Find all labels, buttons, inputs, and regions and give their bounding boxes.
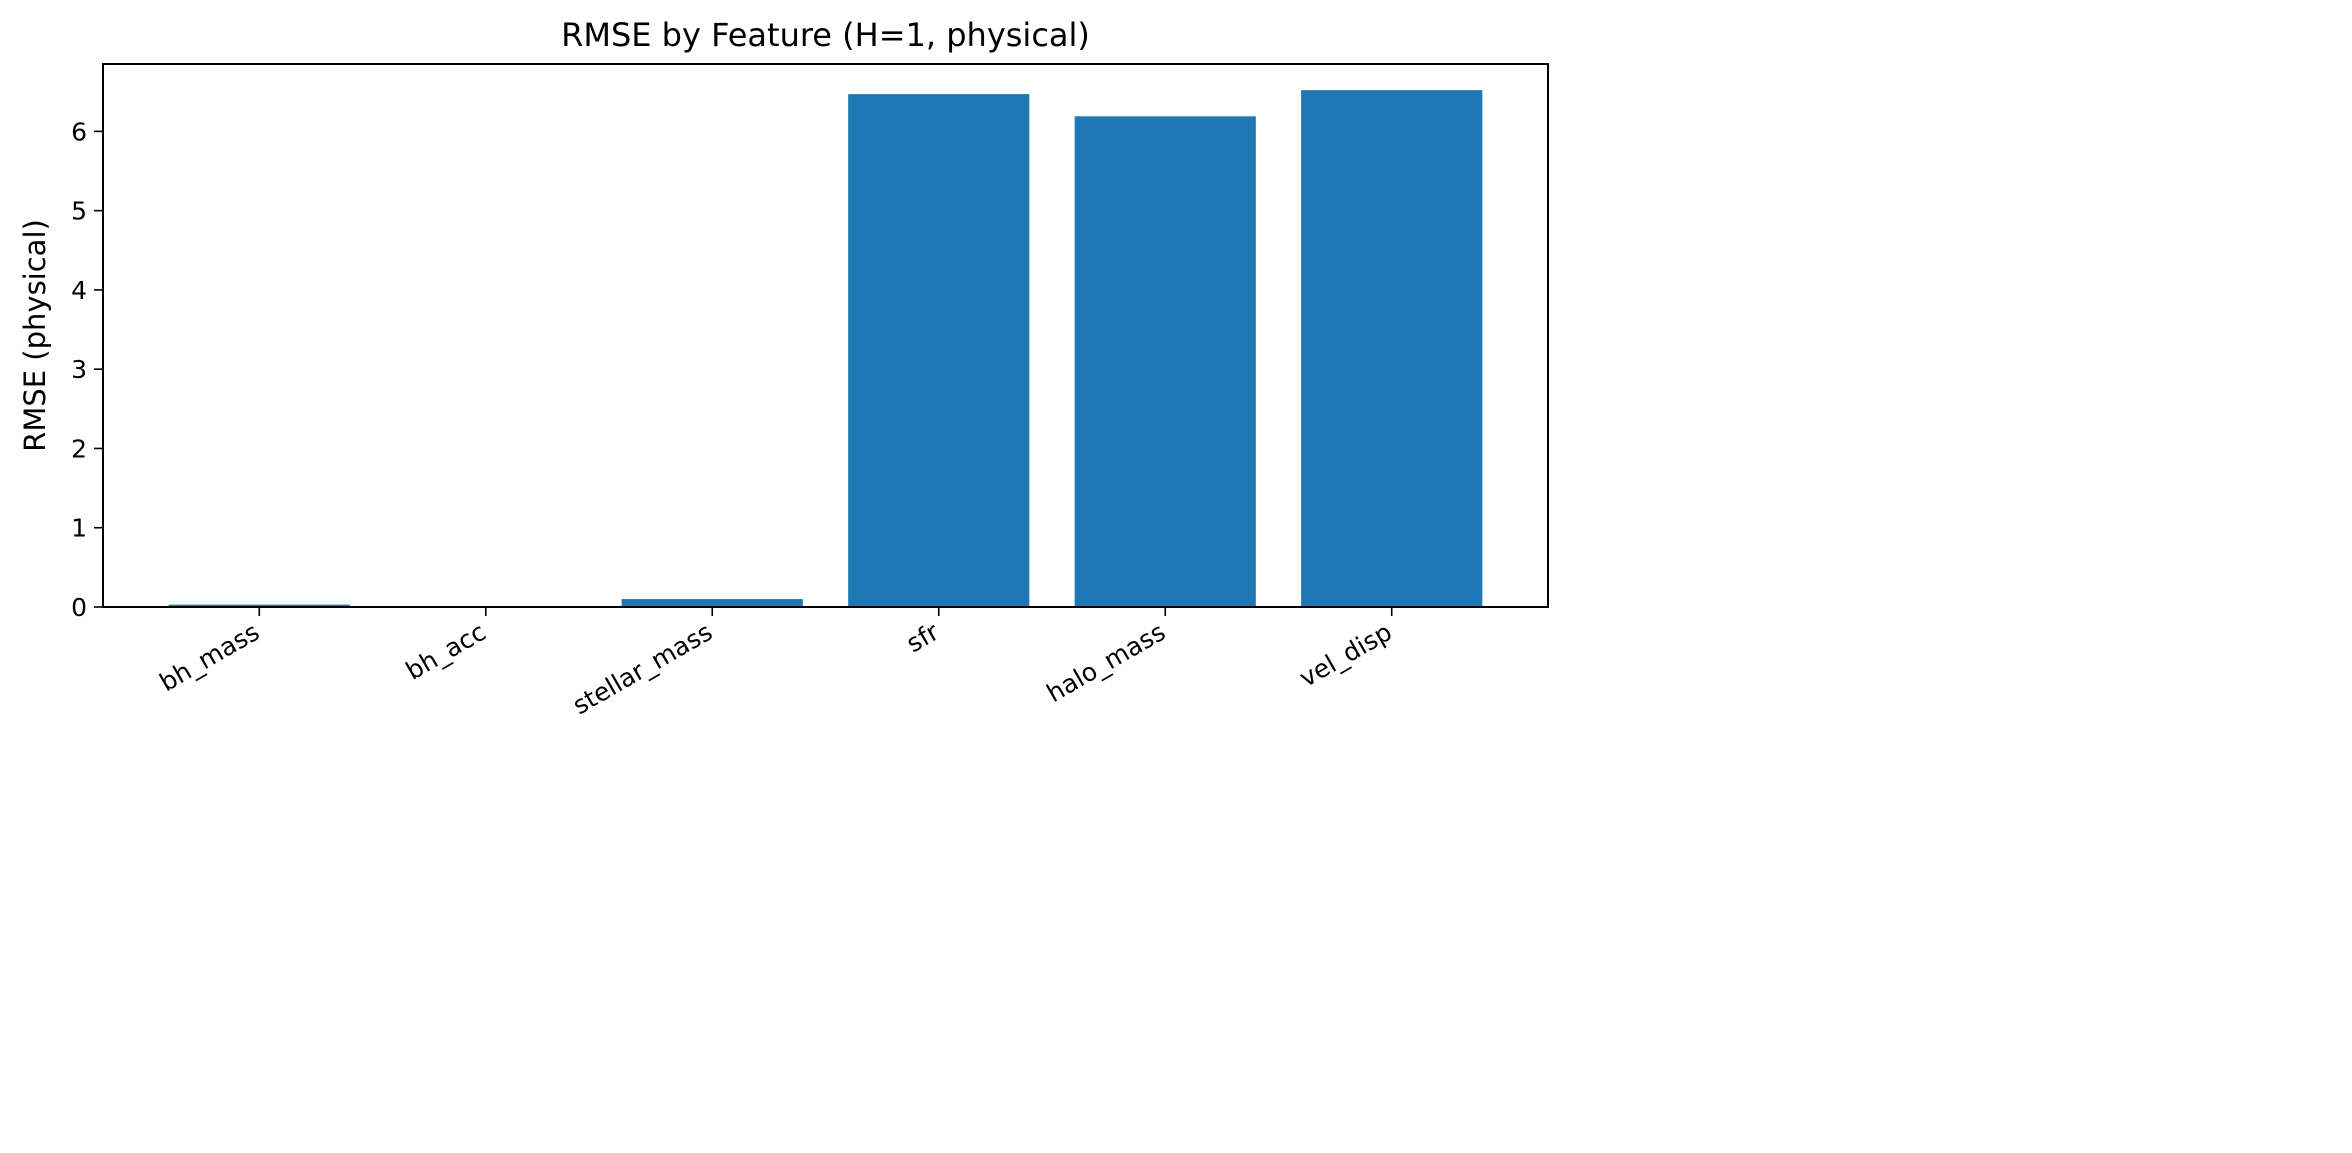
x-tick-label: stellar_mass [568, 617, 718, 720]
y-tick-label: 5 [71, 197, 87, 226]
bar-bh-mass [168, 604, 350, 607]
x-tick-label: sfr [901, 617, 944, 659]
y-tick-label: 3 [71, 355, 87, 384]
chart-title: RMSE by Feature (H=1, physical) [561, 16, 1090, 54]
x-tick-label: bh_acc [401, 617, 491, 686]
chart-container: RMSE by Feature (H=1, physical) RMSE (ph… [0, 0, 1568, 768]
bar-stellar-mass [621, 599, 803, 607]
x-tick-label: bh_mass [155, 617, 265, 697]
bar-sfr [848, 94, 1030, 608]
bar-vel-disp [1301, 90, 1483, 608]
y-tick-label: 6 [71, 117, 87, 146]
plot-frame [102, 63, 1549, 608]
y-tick-label: 2 [71, 434, 87, 463]
y-tick-label: 0 [71, 593, 87, 622]
x-tick-label: halo_mass [1042, 617, 1171, 708]
y-axis-label: RMSE (physical) [18, 219, 52, 452]
bar-chart: RMSE by Feature (H=1, physical) RMSE (ph… [18, 16, 1549, 720]
y-tick-label: 1 [71, 514, 87, 543]
bars-layer [168, 90, 1483, 608]
x-tick-label: vel_disp [1294, 617, 1396, 693]
y-tick-label: 4 [71, 276, 87, 305]
bar-halo-mass [1074, 116, 1256, 608]
